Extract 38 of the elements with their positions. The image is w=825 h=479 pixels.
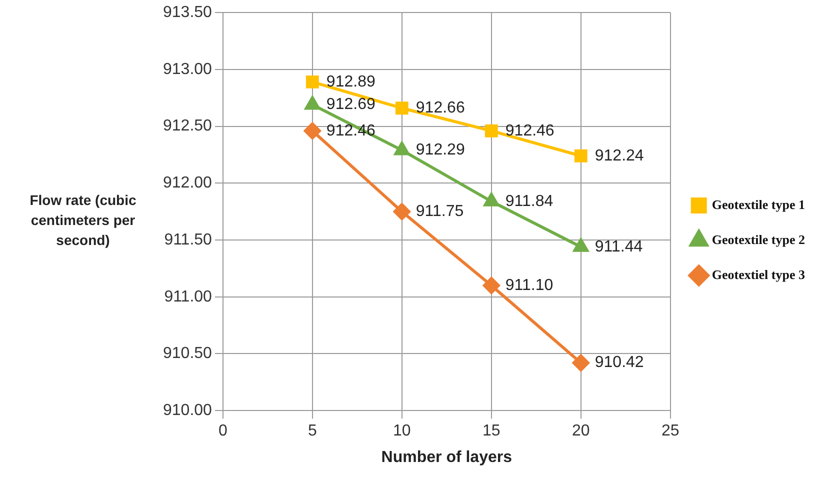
data-label: 912.66 bbox=[416, 100, 465, 117]
y-tick-label: 913.50 bbox=[163, 4, 212, 22]
data-label: 912.89 bbox=[326, 73, 376, 90]
data-label: 911.75 bbox=[416, 203, 464, 220]
y-tick-label: 910.00 bbox=[163, 402, 212, 420]
data-label: 911.44 bbox=[594, 238, 643, 256]
point bbox=[304, 122, 321, 140]
y-tick-label: 911.50 bbox=[164, 231, 212, 248]
y-tick-label: 913.00 bbox=[163, 60, 212, 78]
point bbox=[482, 277, 500, 294]
data-label: 910.42 bbox=[594, 354, 644, 372]
data-label: 911.84 bbox=[505, 192, 554, 210]
data-label: 912.29 bbox=[416, 142, 465, 159]
x-tick-label: 5 bbox=[308, 422, 317, 440]
point bbox=[574, 149, 588, 162]
y-tick-label: 912.50 bbox=[163, 118, 212, 135]
legend-label: Geotextile type 1 bbox=[712, 196, 806, 212]
point bbox=[484, 124, 498, 138]
data-label: 912.69 bbox=[326, 96, 376, 114]
point bbox=[572, 354, 590, 372]
y-tick-label: 910.50 bbox=[163, 345, 212, 362]
legend-label: Geotextile type 2 bbox=[712, 232, 806, 247]
y-axis-title: Flow rate (cubic centimeters per second) bbox=[28, 191, 138, 250]
data-label: 912.46 bbox=[505, 122, 554, 140]
x-tick-label: 0 bbox=[218, 422, 228, 440]
point bbox=[306, 76, 319, 88]
data-label: 912.24 bbox=[594, 147, 644, 164]
y-tick-label: 911.00 bbox=[164, 288, 212, 306]
legend-label: Geotextiel type 3 bbox=[712, 266, 806, 282]
x-tick-label: 20 bbox=[572, 422, 590, 440]
y-tick-label: 912.00 bbox=[163, 174, 212, 192]
x-axis-title: Number of layers bbox=[381, 448, 512, 466]
point bbox=[395, 102, 408, 115]
x-tick-label: 25 bbox=[661, 422, 680, 440]
x-tick-label: 10 bbox=[393, 422, 411, 440]
x-tick-label: 15 bbox=[482, 422, 500, 440]
point bbox=[393, 203, 410, 220]
data-label: 911.10 bbox=[505, 276, 554, 294]
